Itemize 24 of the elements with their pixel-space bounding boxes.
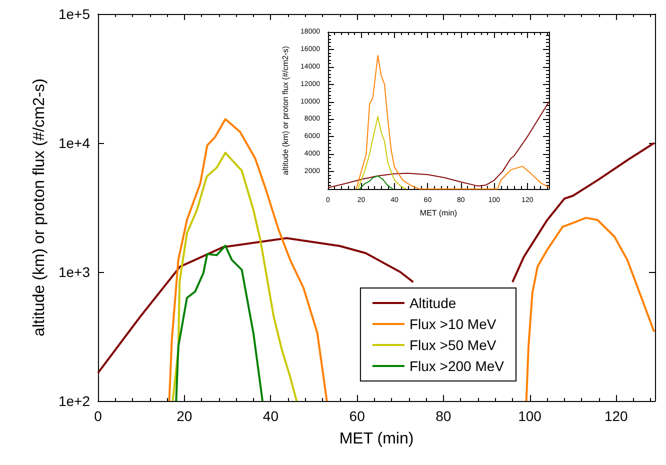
y-tick-label: 1e+2 [58, 393, 90, 409]
x-tick-label: 60 [349, 408, 366, 424]
line-series [356, 55, 550, 190]
y-tick-label: 1e+4 [58, 135, 90, 151]
x-tick-label: 100 [518, 408, 542, 424]
legend-label: Flux >10 MeV [409, 316, 497, 332]
x-tick-label: 40 [262, 408, 279, 424]
line-series [357, 116, 407, 190]
line-series [175, 244, 264, 402]
x-tick-label: 20 [176, 408, 192, 424]
y-axis-title: altitude (km) or proton flux (#/cm2-s) [281, 46, 290, 175]
x-axis-title: MET (min) [339, 430, 414, 448]
x-axis-title: MET (min) [420, 208, 458, 218]
legend-label: Flux >200 MeV [409, 358, 505, 374]
x-tick-label: 80 [436, 408, 452, 424]
y-axis-title: altitude (km) or proton flux (#/cm2-s) [31, 78, 48, 336]
legend-label: Flux >50 MeV [409, 337, 497, 353]
y-tick-label: 1e+3 [58, 264, 90, 280]
x-tick-label: 120 [604, 408, 628, 424]
line-series [172, 152, 298, 402]
y-tick-label: 1e+5 [58, 6, 90, 22]
x-tick-label: 0 [94, 408, 102, 424]
legend-label: Altitude [409, 295, 456, 311]
line-series [359, 175, 394, 190]
